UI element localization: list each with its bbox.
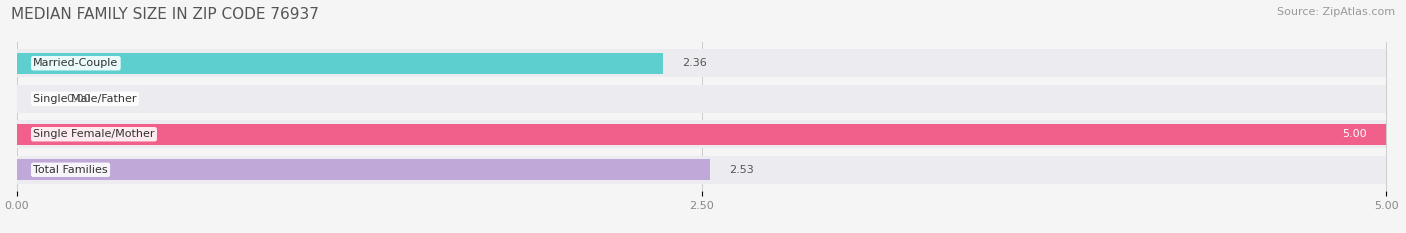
Bar bbox=[17, 156, 1386, 184]
Text: 5.00: 5.00 bbox=[1343, 129, 1367, 139]
Bar bbox=[17, 159, 710, 180]
Text: Source: ZipAtlas.com: Source: ZipAtlas.com bbox=[1277, 7, 1395, 17]
Bar bbox=[17, 120, 1386, 148]
Text: MEDIAN FAMILY SIZE IN ZIP CODE 76937: MEDIAN FAMILY SIZE IN ZIP CODE 76937 bbox=[11, 7, 319, 22]
Text: Total Families: Total Families bbox=[34, 165, 108, 175]
Text: Single Female/Mother: Single Female/Mother bbox=[34, 129, 155, 139]
Text: Married-Couple: Married-Couple bbox=[34, 58, 118, 68]
Bar bbox=[17, 49, 1386, 77]
Text: 2.53: 2.53 bbox=[730, 165, 754, 175]
Bar bbox=[17, 85, 1386, 113]
Bar bbox=[17, 124, 1386, 144]
Text: 0.00: 0.00 bbox=[66, 94, 91, 104]
Text: Single Male/Father: Single Male/Father bbox=[34, 94, 136, 104]
Bar bbox=[17, 53, 664, 74]
Text: 2.36: 2.36 bbox=[682, 58, 707, 68]
